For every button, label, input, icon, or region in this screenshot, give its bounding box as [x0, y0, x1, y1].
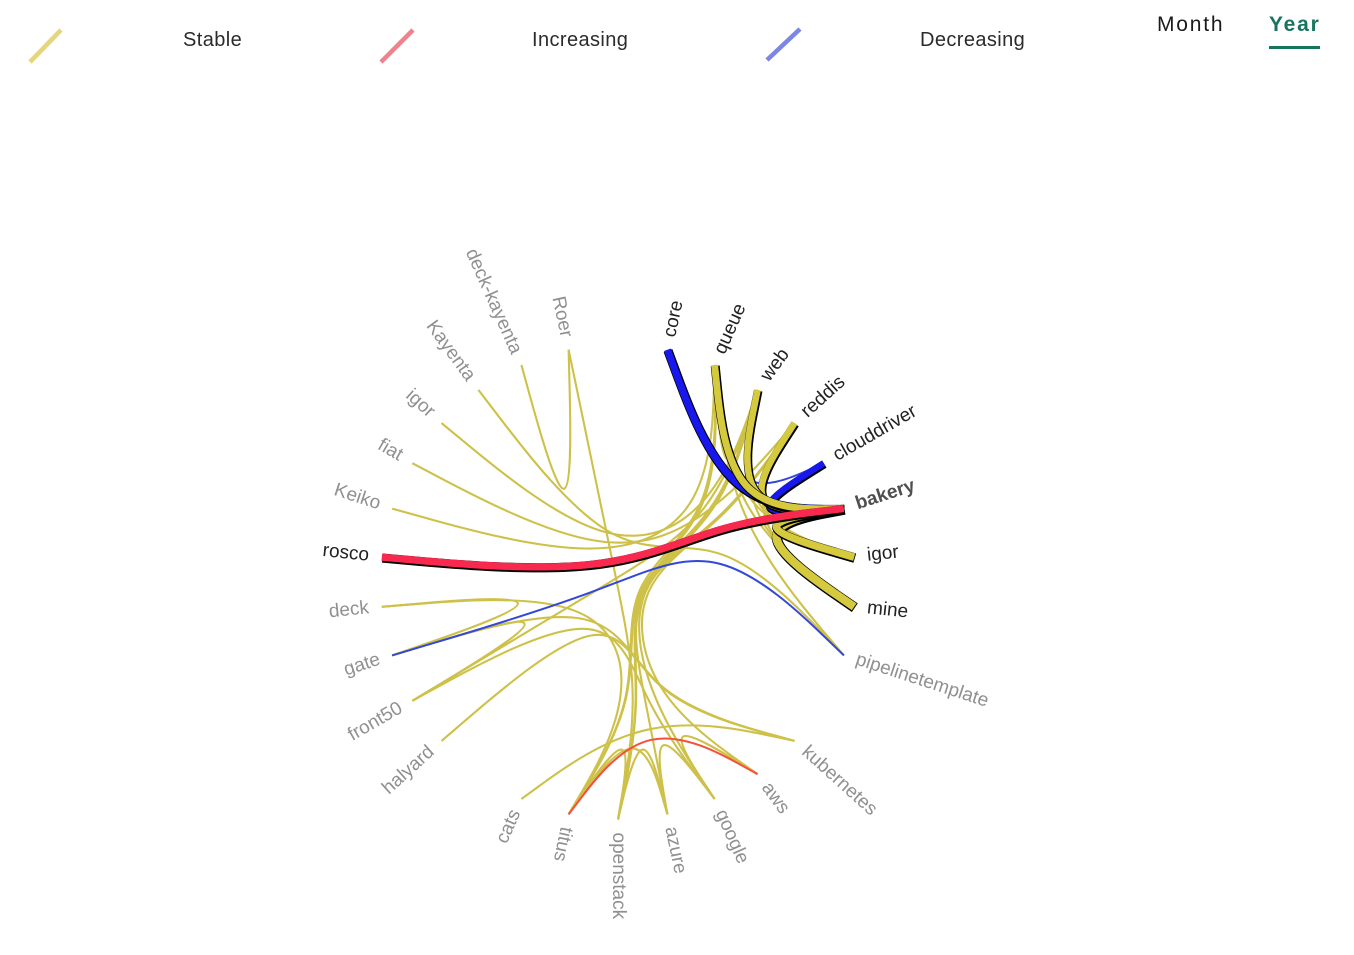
svg-text:pipelinetemplate: pipelinetemplate — [853, 649, 991, 712]
svg-text:bakery: bakery — [853, 475, 918, 514]
svg-text:gate: gate — [341, 649, 383, 680]
svg-text:rosco: rosco — [322, 540, 370, 566]
svg-text:deck-kayenta: deck-kayenta — [461, 245, 526, 357]
svg-text:Roer: Roer — [548, 294, 577, 339]
svg-text:openstack: openstack — [608, 833, 629, 920]
svg-text:igor: igor — [866, 541, 900, 565]
svg-text:mine: mine — [866, 597, 909, 622]
svg-text:front50: front50 — [344, 698, 406, 746]
svg-text:reddis: reddis — [797, 372, 850, 422]
svg-text:igor: igor — [402, 385, 440, 422]
svg-text:cats: cats — [492, 806, 525, 846]
svg-text:halyard: halyard — [378, 741, 438, 798]
svg-text:clouddriver: clouddriver — [829, 400, 921, 465]
svg-text:deck: deck — [328, 597, 371, 622]
svg-text:titus: titus — [549, 825, 577, 863]
svg-text:core: core — [659, 299, 687, 340]
svg-text:aws: aws — [757, 778, 794, 818]
svg-text:google: google — [711, 806, 753, 867]
svg-text:queue: queue — [710, 300, 751, 357]
svg-text:azure: azure — [660, 825, 690, 876]
svg-text:Keiko: Keiko — [332, 479, 384, 514]
svg-text:kubernetes: kubernetes — [797, 741, 881, 820]
svg-text:web: web — [756, 345, 794, 386]
svg-text:Kayenta: Kayenta — [422, 316, 480, 385]
svg-text:fiat: fiat — [374, 435, 407, 466]
